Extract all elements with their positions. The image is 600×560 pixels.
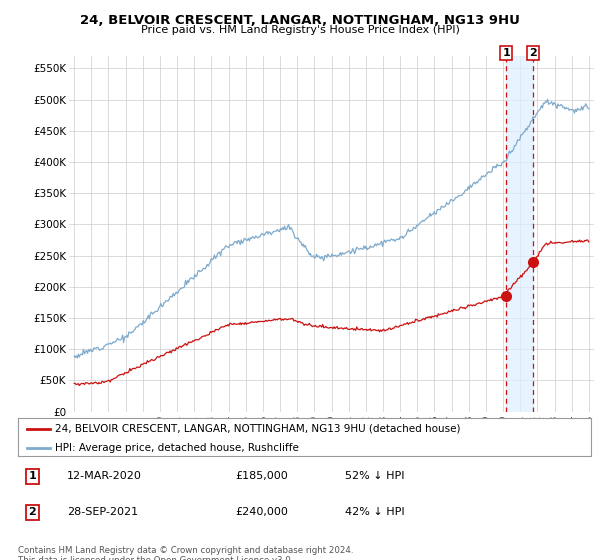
Text: 2: 2 xyxy=(529,48,537,58)
Text: 24, BELVOIR CRESCENT, LANGAR, NOTTINGHAM, NG13 9HU (detached house): 24, BELVOIR CRESCENT, LANGAR, NOTTINGHAM… xyxy=(55,424,461,434)
Text: 2: 2 xyxy=(28,507,36,517)
Bar xyxy=(506,56,533,412)
Text: 28-SEP-2021: 28-SEP-2021 xyxy=(67,507,138,517)
Text: 24, BELVOIR CRESCENT, LANGAR, NOTTINGHAM, NG13 9HU: 24, BELVOIR CRESCENT, LANGAR, NOTTINGHAM… xyxy=(80,14,520,27)
Text: HPI: Average price, detached house, Rushcliffe: HPI: Average price, detached house, Rush… xyxy=(55,443,299,453)
Text: Contains HM Land Registry data © Crown copyright and database right 2024.
This d: Contains HM Land Registry data © Crown c… xyxy=(18,546,353,560)
Text: 52% ↓ HPI: 52% ↓ HPI xyxy=(344,471,404,481)
Text: 12-MAR-2020: 12-MAR-2020 xyxy=(67,471,142,481)
Text: £185,000: £185,000 xyxy=(236,471,289,481)
Text: Price paid vs. HM Land Registry's House Price Index (HPI): Price paid vs. HM Land Registry's House … xyxy=(140,25,460,35)
Text: 1: 1 xyxy=(502,48,510,58)
Text: 1: 1 xyxy=(28,471,36,481)
Text: £240,000: £240,000 xyxy=(236,507,289,517)
Text: 42% ↓ HPI: 42% ↓ HPI xyxy=(344,507,404,517)
